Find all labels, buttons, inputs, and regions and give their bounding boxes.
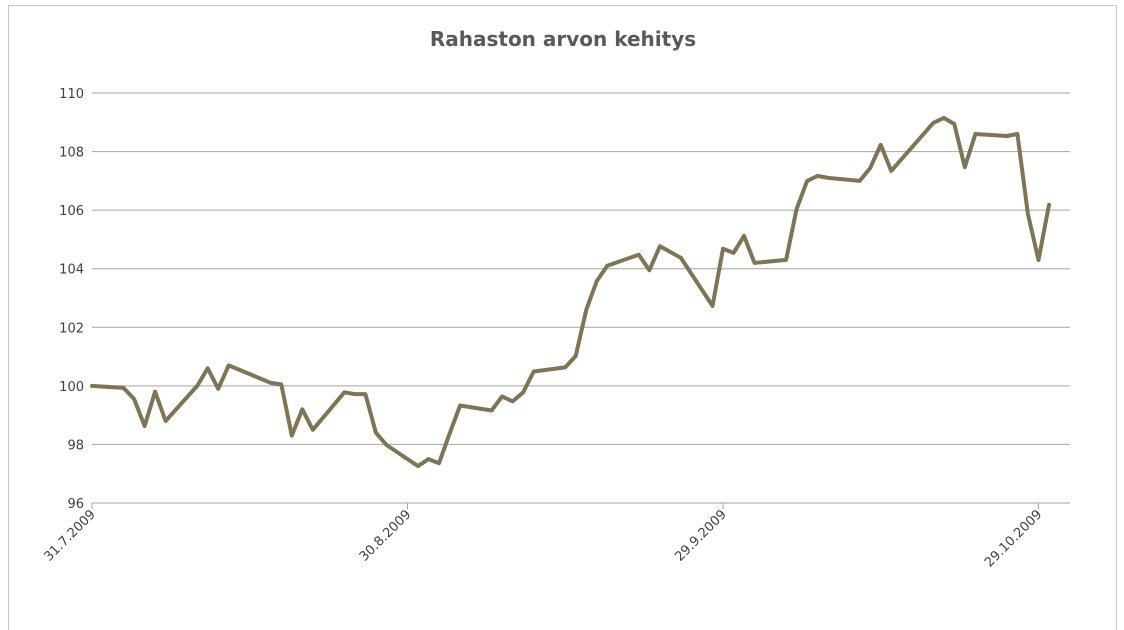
series-line — [90, 115, 1051, 469]
y-tick-label: 108 — [59, 146, 84, 161]
y-tick-label: 100 — [59, 380, 84, 395]
chart-title: Rahaston arvon kehitys — [430, 27, 696, 51]
y-tick-label: 96 — [67, 497, 84, 512]
y-tick-label: 106 — [59, 204, 84, 219]
y-tick-label: 98 — [67, 438, 84, 453]
y-tick-label: 110 — [59, 87, 84, 102]
chart-frame — [8, 5, 1117, 630]
y-tick-label: 104 — [59, 263, 84, 278]
y-tick-label: 102 — [59, 321, 84, 336]
